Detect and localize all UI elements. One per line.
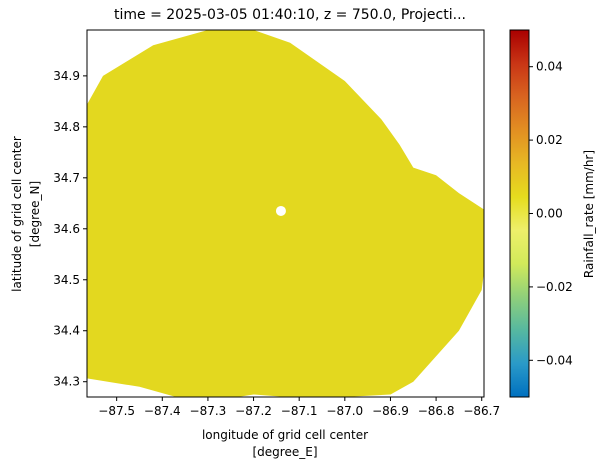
plot-frame <box>86 29 485 398</box>
x-tick-label: −87.1 <box>281 404 318 418</box>
colorbar-tick-label: −0.04 <box>536 353 573 367</box>
y-tick-label: 34.9 <box>53 69 80 83</box>
x-axis-units: [degree_E] <box>253 445 318 459</box>
y-tick-label: 34.4 <box>53 324 80 338</box>
data-gaps <box>275 205 286 216</box>
x-tick-label: −87.3 <box>190 404 227 418</box>
y-axis-ticks: 34.3 34.4 34.5 34.6 34.7 34.8 34.9 <box>53 69 87 389</box>
y-tick-label: 34.8 <box>53 120 80 134</box>
y-tick-label: 34.7 <box>53 171 80 185</box>
x-tick-label: −87.4 <box>144 404 181 418</box>
colorbar-tick-label: 0.00 <box>536 207 563 221</box>
colorbar-tick-label: 0.02 <box>536 133 563 147</box>
y-tick-label: 34.3 <box>53 375 80 389</box>
x-axis-label: longitude of grid cell center <box>202 428 368 442</box>
x-tick-label: −86.8 <box>418 404 455 418</box>
colorbar-label: Rainfall_rate [mm/hr] <box>582 150 596 278</box>
x-tick-label: −87.2 <box>235 404 272 418</box>
colorbar <box>509 29 530 398</box>
x-tick-label: −87.0 <box>326 404 363 418</box>
y-axis-label: latitude of grid cell center <box>10 136 24 292</box>
colorbar-tick-label: 0.04 <box>536 60 563 74</box>
rainfall-footprint <box>87 30 484 397</box>
y-tick-label: 34.5 <box>53 273 80 287</box>
y-axis-units: [degree_N] <box>28 181 42 247</box>
y-tick-label: 34.6 <box>53 222 80 236</box>
colorbar-tick-label: −0.02 <box>536 280 573 294</box>
x-tick-label: −86.9 <box>372 404 409 418</box>
x-tick-label: −86.7 <box>463 404 500 418</box>
radar-center-gap <box>275 205 286 216</box>
x-axis-ticks: −87.5 −87.4 −87.3 −87.2 −87.1 −87.0 −86.9 −86.8… <box>98 397 500 418</box>
chart-title: time = 2025-03-05 01:40:10, z = 750.0, P… <box>114 7 466 23</box>
x-tick-label: −87.5 <box>98 404 135 418</box>
plot-area <box>87 30 484 397</box>
colorbar-ticks: 0.04 0.02 0.00 −0.02 −0.04 <box>529 60 573 367</box>
